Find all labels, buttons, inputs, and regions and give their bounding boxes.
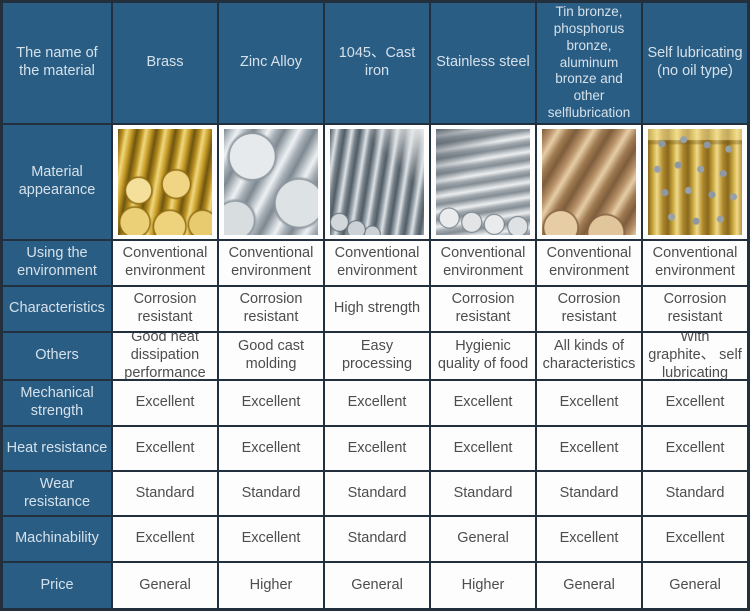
table-cell: Excellent (325, 381, 429, 425)
table-cell: Excellent (219, 427, 323, 470)
table-cell: Standard (325, 472, 429, 515)
table-cell: High strength (325, 287, 429, 331)
table-cell: Standard (431, 472, 535, 515)
brass-rods-image (118, 129, 212, 235)
table-cell: Conventional environment (431, 241, 535, 285)
column-header-tin-bronze: Tin bronze, phosphorus bronze, aluminum … (537, 3, 641, 123)
table-cell (113, 125, 217, 239)
row-label-price: Price (3, 563, 111, 608)
table-cell: Corrosion resistant (431, 287, 535, 331)
row-label-machinability: Machinability (3, 517, 111, 561)
row-label-mechanical-strength: Mechanical strength (3, 381, 111, 425)
table-cell: Excellent (325, 427, 429, 470)
table-cell: Conventional environment (219, 241, 323, 285)
table-cell: Excellent (113, 381, 217, 425)
table-cell: Standard (219, 472, 323, 515)
table-cell: Conventional environment (113, 241, 217, 285)
table-cell (325, 125, 429, 239)
table-cell: Good cast molding (219, 333, 323, 379)
bronze-rods-image (542, 129, 636, 235)
table-cell: Excellent (537, 381, 641, 425)
table-cell: Corrosion resistant (219, 287, 323, 331)
column-header-stainless-steel: Stainless steel (431, 3, 535, 123)
table-cell: Corrosion resistant (113, 287, 217, 331)
table-cell: Conventional environment (325, 241, 429, 285)
table-cell: General (325, 563, 429, 608)
table-cell: All kinds of characteristics (537, 333, 641, 379)
table-cell: Hygienic quality of food (431, 333, 535, 379)
row-label-others: Others (3, 333, 111, 379)
table-cell: General (643, 563, 747, 608)
table-cell: Excellent (537, 427, 641, 470)
row-label-heat-resistance: Heat resistance (3, 427, 111, 470)
column-header-zinc-alloy: Zinc Alloy (219, 3, 323, 123)
table-cell: Excellent (537, 517, 641, 561)
row-label-wear-resistance: Wear resistance (3, 472, 111, 515)
stainless-steel-rods-image (436, 129, 530, 235)
table-cell: Excellent (643, 427, 747, 470)
table-cell: Standard (113, 472, 217, 515)
table-cell: General (113, 563, 217, 608)
table-cell: With graphite、 self lubricating (643, 333, 747, 379)
table-cell: Excellent (113, 427, 217, 470)
column-header-cast-iron: 1045、Cast iron (325, 3, 429, 123)
row-label-characteristics: Characteristics (3, 287, 111, 331)
table-cell: Easy processing (325, 333, 429, 379)
table-cell: Higher (219, 563, 323, 608)
table-cell: Excellent (113, 517, 217, 561)
table-cell: Excellent (431, 381, 535, 425)
table-cell: Conventional environment (643, 241, 747, 285)
table-cell (431, 125, 535, 239)
column-header-self-lubricating: Self lubricating (no oil type) (643, 3, 747, 123)
row-label-using-environment: Using the environment (3, 241, 111, 285)
table-cell: Corrosion resistant (643, 287, 747, 331)
self-lubricating-bushings-image (648, 129, 742, 235)
table-cell (537, 125, 641, 239)
column-header-brass: Brass (113, 3, 217, 123)
table-cell: Excellent (219, 517, 323, 561)
table-cell: Standard (537, 472, 641, 515)
corner-header: The name of the material (3, 3, 111, 123)
table-cell (643, 125, 747, 239)
table-cell: Corrosion resistant (537, 287, 641, 331)
table-cell: General (431, 517, 535, 561)
cast-iron-rods-image (330, 129, 424, 235)
table-cell: Excellent (643, 381, 747, 425)
zinc-alloy-rods-image (224, 129, 318, 235)
table-cell: Conventional environment (537, 241, 641, 285)
row-label-material-appearance: Material appearance (3, 125, 111, 239)
table-cell: Higher (431, 563, 535, 608)
table-cell: Standard (643, 472, 747, 515)
table-cell: Good heat dissipation performance (113, 333, 217, 379)
table-cell: Excellent (219, 381, 323, 425)
table-cell (219, 125, 323, 239)
table-cell: Standard (325, 517, 429, 561)
table-cell: Excellent (643, 517, 747, 561)
table-cell: General (537, 563, 641, 608)
table-cell: Excellent (431, 427, 535, 470)
